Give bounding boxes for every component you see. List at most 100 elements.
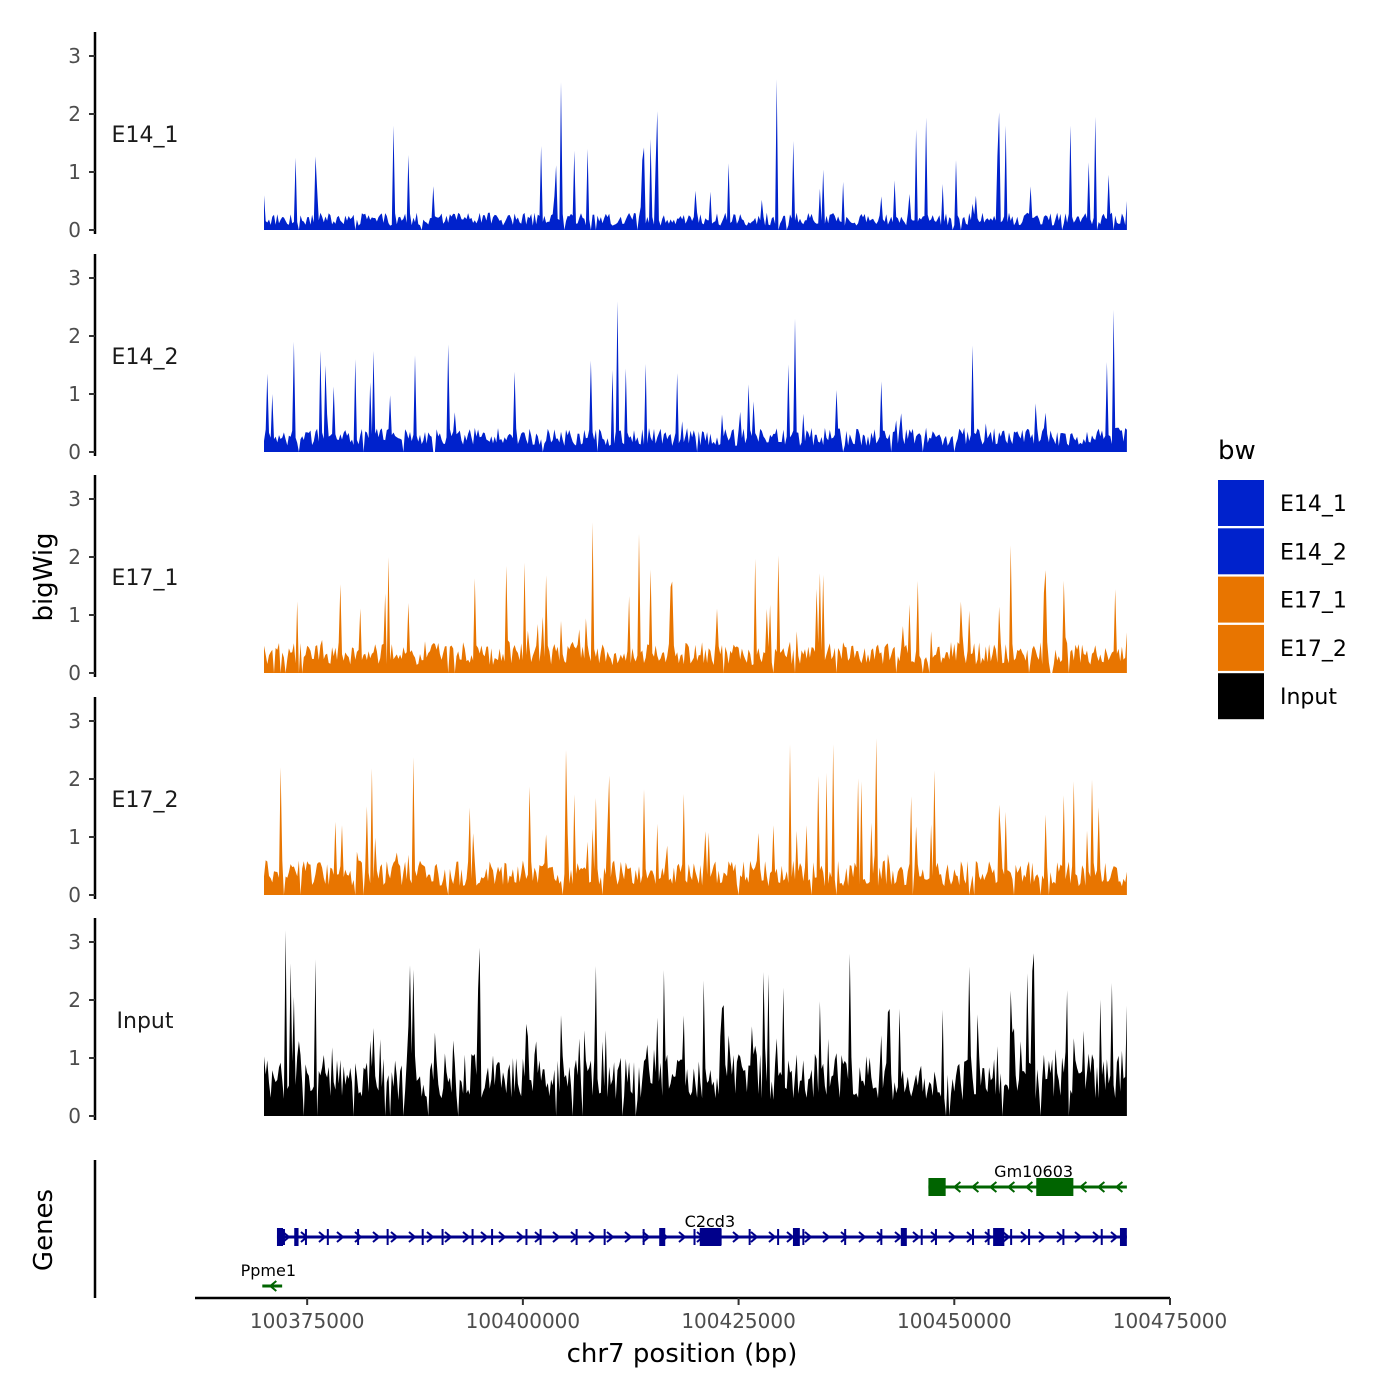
strand-arrow (1110, 1231, 1119, 1243)
legend-label: E14_1 (1280, 492, 1347, 517)
exon-tick (282, 1229, 285, 1245)
strand-arrow (970, 1181, 980, 1193)
strand-arrow (354, 1231, 363, 1243)
x-tick-label: 100450000 (897, 1309, 1012, 1333)
strand-arrow (988, 1181, 998, 1193)
track-input: 0 1 2 3 Input (68, 918, 1127, 1128)
y-tick-label: 0 (68, 883, 81, 907)
y-tick-label: 3 (68, 930, 81, 954)
exon-tick (575, 1229, 578, 1245)
exon-tick (357, 1229, 360, 1245)
y-tick-label: 0 (68, 1104, 81, 1128)
strand-arrow (822, 1231, 831, 1243)
exon (792, 1228, 800, 1246)
exon-tick (471, 1229, 474, 1245)
exon-tick (1028, 1229, 1031, 1245)
x-tick-label: 100375000 (250, 1309, 365, 1333)
y-tick-label: 3 (68, 709, 81, 733)
x-tick-label: 100475000 (1113, 1309, 1228, 1333)
x-axis: 100375000 100400000 100425000 100450000 1004… (195, 1296, 1228, 1333)
track-label: E14_1 (112, 123, 179, 148)
gene-ppme1: Ppme1 (241, 1261, 296, 1292)
gene-c2cd3: C2cd3 (276, 1212, 1127, 1246)
legend-swatch (1218, 624, 1264, 671)
legend-swatch (1218, 576, 1264, 623)
legend-label: E17_1 (1280, 589, 1347, 614)
exon-tick (748, 1229, 751, 1245)
legend-label: E14_2 (1280, 540, 1347, 565)
track-label: Input (117, 1009, 174, 1034)
strand-arrow (1002, 1231, 1011, 1243)
y-tick-label: 0 (68, 661, 81, 685)
legend-swatch (1218, 528, 1264, 575)
strand-arrow (268, 1280, 277, 1292)
exon-tick (693, 1229, 696, 1245)
strand-arrow (552, 1231, 561, 1243)
exon (276, 1228, 284, 1246)
strand-arrow (336, 1231, 345, 1243)
exon-tick (304, 1229, 307, 1245)
y-tick-label: 0 (68, 218, 81, 242)
strand-arrow (516, 1231, 525, 1243)
gene-label: Ppme1 (241, 1261, 296, 1280)
strand-arrow (390, 1231, 399, 1243)
exon-tick (934, 1229, 937, 1245)
track-label: E17_1 (112, 566, 179, 591)
signal-area-input (264, 930, 1127, 1116)
strand-arrow (768, 1231, 777, 1243)
strand-arrow (588, 1231, 597, 1243)
legend-swatch (1218, 480, 1264, 526)
strand-arrow (678, 1231, 687, 1243)
strand-arrow (318, 1231, 327, 1243)
y-tick-label: 1 (68, 825, 81, 849)
exon (1036, 1178, 1074, 1196)
y-tick-label: 2 (68, 324, 81, 348)
x-tick-label: 100425000 (681, 1309, 796, 1333)
exon-tick (539, 1229, 542, 1245)
exon (900, 1228, 907, 1246)
exon-tick (802, 1229, 805, 1245)
exon (294, 1228, 299, 1246)
strand-arrow (606, 1231, 615, 1243)
legend-label: Input (1280, 685, 1337, 710)
strand-arrow (1078, 1181, 1088, 1193)
y-tick-label: 2 (68, 767, 81, 791)
exon-tick (441, 1229, 444, 1245)
gene-label: Gm10603 (994, 1162, 1073, 1181)
exon-tick (1010, 1229, 1013, 1245)
legend: bw E14_1 E14_2 E17_1 E17_2 Input (1218, 436, 1347, 720)
y-tick-label: 2 (68, 102, 81, 126)
signal-area-e17-2 (264, 738, 1127, 895)
y-axis-title: bigWig (29, 532, 59, 621)
strand-arrow (952, 1181, 962, 1193)
strand-arrow (624, 1231, 633, 1243)
strand-arrow (1020, 1231, 1029, 1243)
track-e17-2: 0 1 2 3 E17_2 (68, 697, 1127, 907)
legend-label: E17_2 (1280, 637, 1347, 662)
genes-axis-title: Genes (29, 1189, 59, 1271)
strand-arrow (1114, 1181, 1124, 1193)
y-tick-label: 1 (68, 160, 81, 184)
gene-gm10603: Gm10603 (928, 1162, 1127, 1196)
exon-tick (386, 1229, 389, 1245)
y-tick-label: 3 (68, 487, 81, 511)
strand-arrow (642, 1231, 651, 1243)
strand-arrow (1092, 1231, 1101, 1243)
strand-arrow (1006, 1181, 1016, 1193)
exon (928, 1178, 946, 1196)
exon (659, 1228, 666, 1246)
exon (993, 1228, 1005, 1246)
strand-arrow (300, 1231, 309, 1243)
y-tick-label: 1 (68, 382, 81, 406)
y-tick-label: 3 (68, 44, 81, 68)
strand-arrow (1024, 1181, 1034, 1193)
exon-tick (880, 1229, 883, 1245)
exon-tick (326, 1229, 329, 1245)
exon-tick (421, 1229, 424, 1245)
exon-tick (844, 1229, 847, 1245)
exon-tick (1062, 1229, 1065, 1245)
gene-label: C2cd3 (685, 1212, 735, 1231)
exon-tick (642, 1229, 645, 1245)
strand-arrow (930, 1231, 939, 1243)
track-label: E14_2 (112, 345, 179, 370)
